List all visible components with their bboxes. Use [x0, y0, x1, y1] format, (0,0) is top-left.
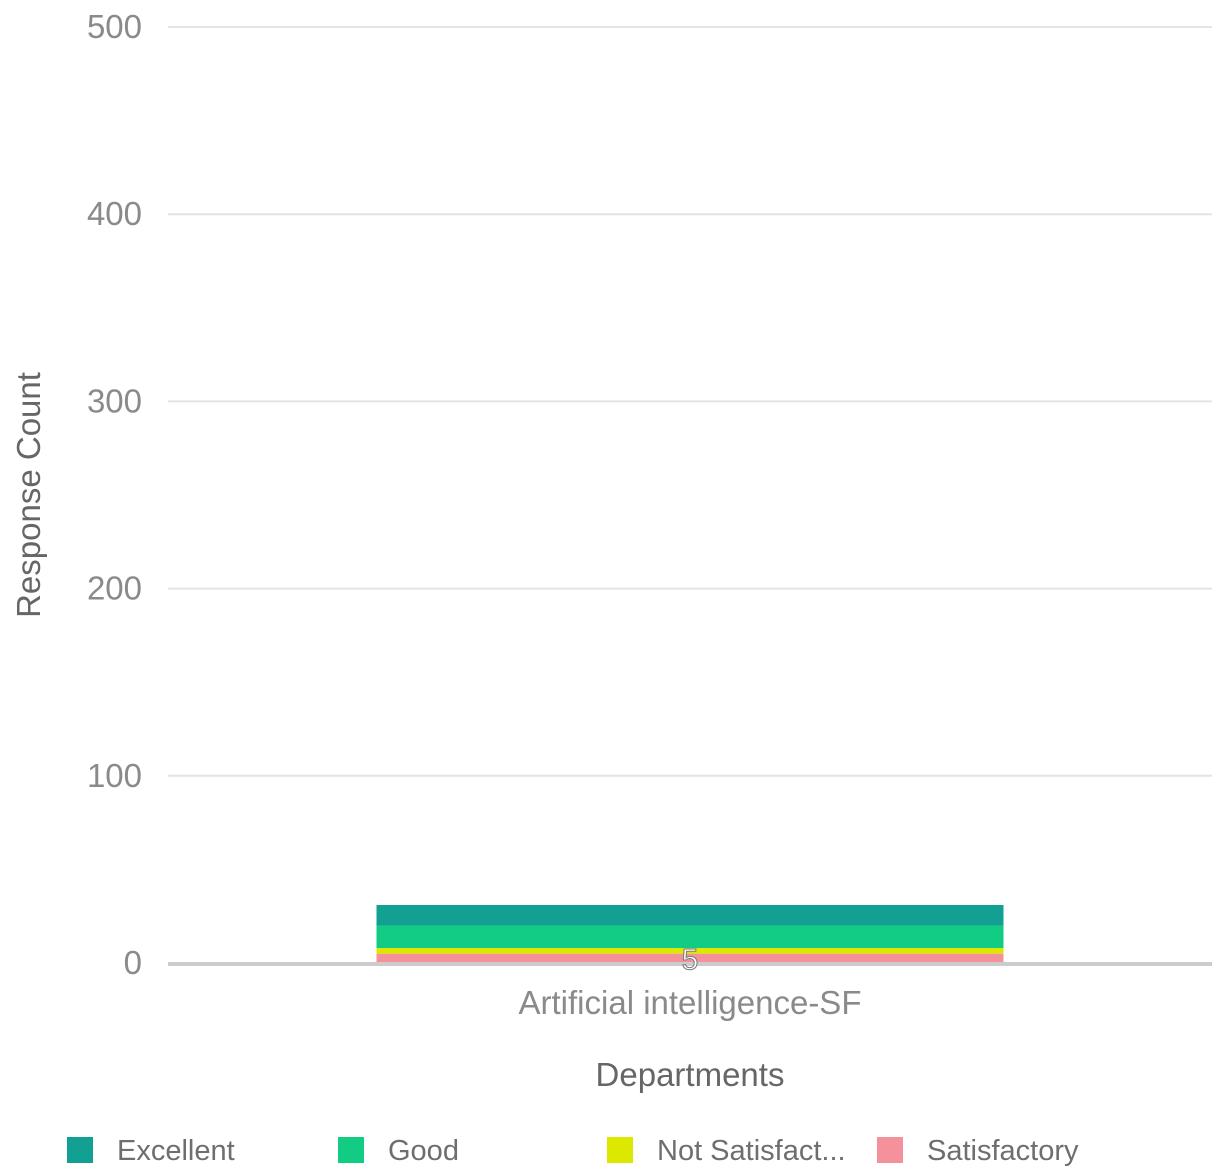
bar-segment-excellent[interactable] — [376, 904, 1004, 926]
gridlines — [168, 26, 1212, 777]
y-tick-label: 400 — [87, 195, 142, 232]
y-axis-ticks: 0 100 200 300 400 500 — [87, 8, 142, 981]
bar-segment-satisfactory[interactable] — [376, 953, 1004, 963]
legend-item[interactable]: Satisfactory — [877, 1135, 1079, 1167]
y-axis-title: Response Count — [10, 372, 47, 618]
legend: Excellent Good Not Satisfact... Satisfactor… — [67, 1135, 1079, 1167]
data-labels: 5 — [681, 943, 699, 977]
y-tick-label: 100 — [87, 757, 142, 794]
legend-swatch — [607, 1137, 633, 1163]
y-tick-label: 500 — [87, 8, 142, 45]
y-tick-label: 300 — [87, 382, 142, 419]
legend-swatch — [338, 1137, 364, 1163]
data-label: 5 — [682, 943, 699, 976]
y-tick-label: 200 — [87, 570, 142, 607]
legend-label: Excellent — [117, 1135, 235, 1167]
legend-swatch — [877, 1137, 903, 1163]
x-category-label: Artificial intelligence-SF — [519, 984, 862, 1021]
y-tick-label: 0 — [124, 944, 142, 981]
bar-segment-good[interactable] — [376, 925, 1004, 949]
legend-item[interactable]: Not Satisfact... — [607, 1135, 846, 1167]
bar-segment-not-satisfact[interactable] — [376, 948, 1004, 954]
x-axis-categories: Artificial intelligence-SF — [519, 984, 862, 1021]
legend-item[interactable]: Good — [338, 1135, 459, 1167]
bars — [376, 904, 1004, 963]
legend-swatch — [67, 1137, 93, 1163]
x-axis-title: Departments — [596, 1056, 785, 1093]
legend-label: Not Satisfact... — [657, 1135, 846, 1167]
legend-label: Satisfactory — [927, 1135, 1079, 1167]
legend-label: Good — [388, 1135, 459, 1167]
legend-item[interactable]: Excellent — [67, 1135, 235, 1167]
